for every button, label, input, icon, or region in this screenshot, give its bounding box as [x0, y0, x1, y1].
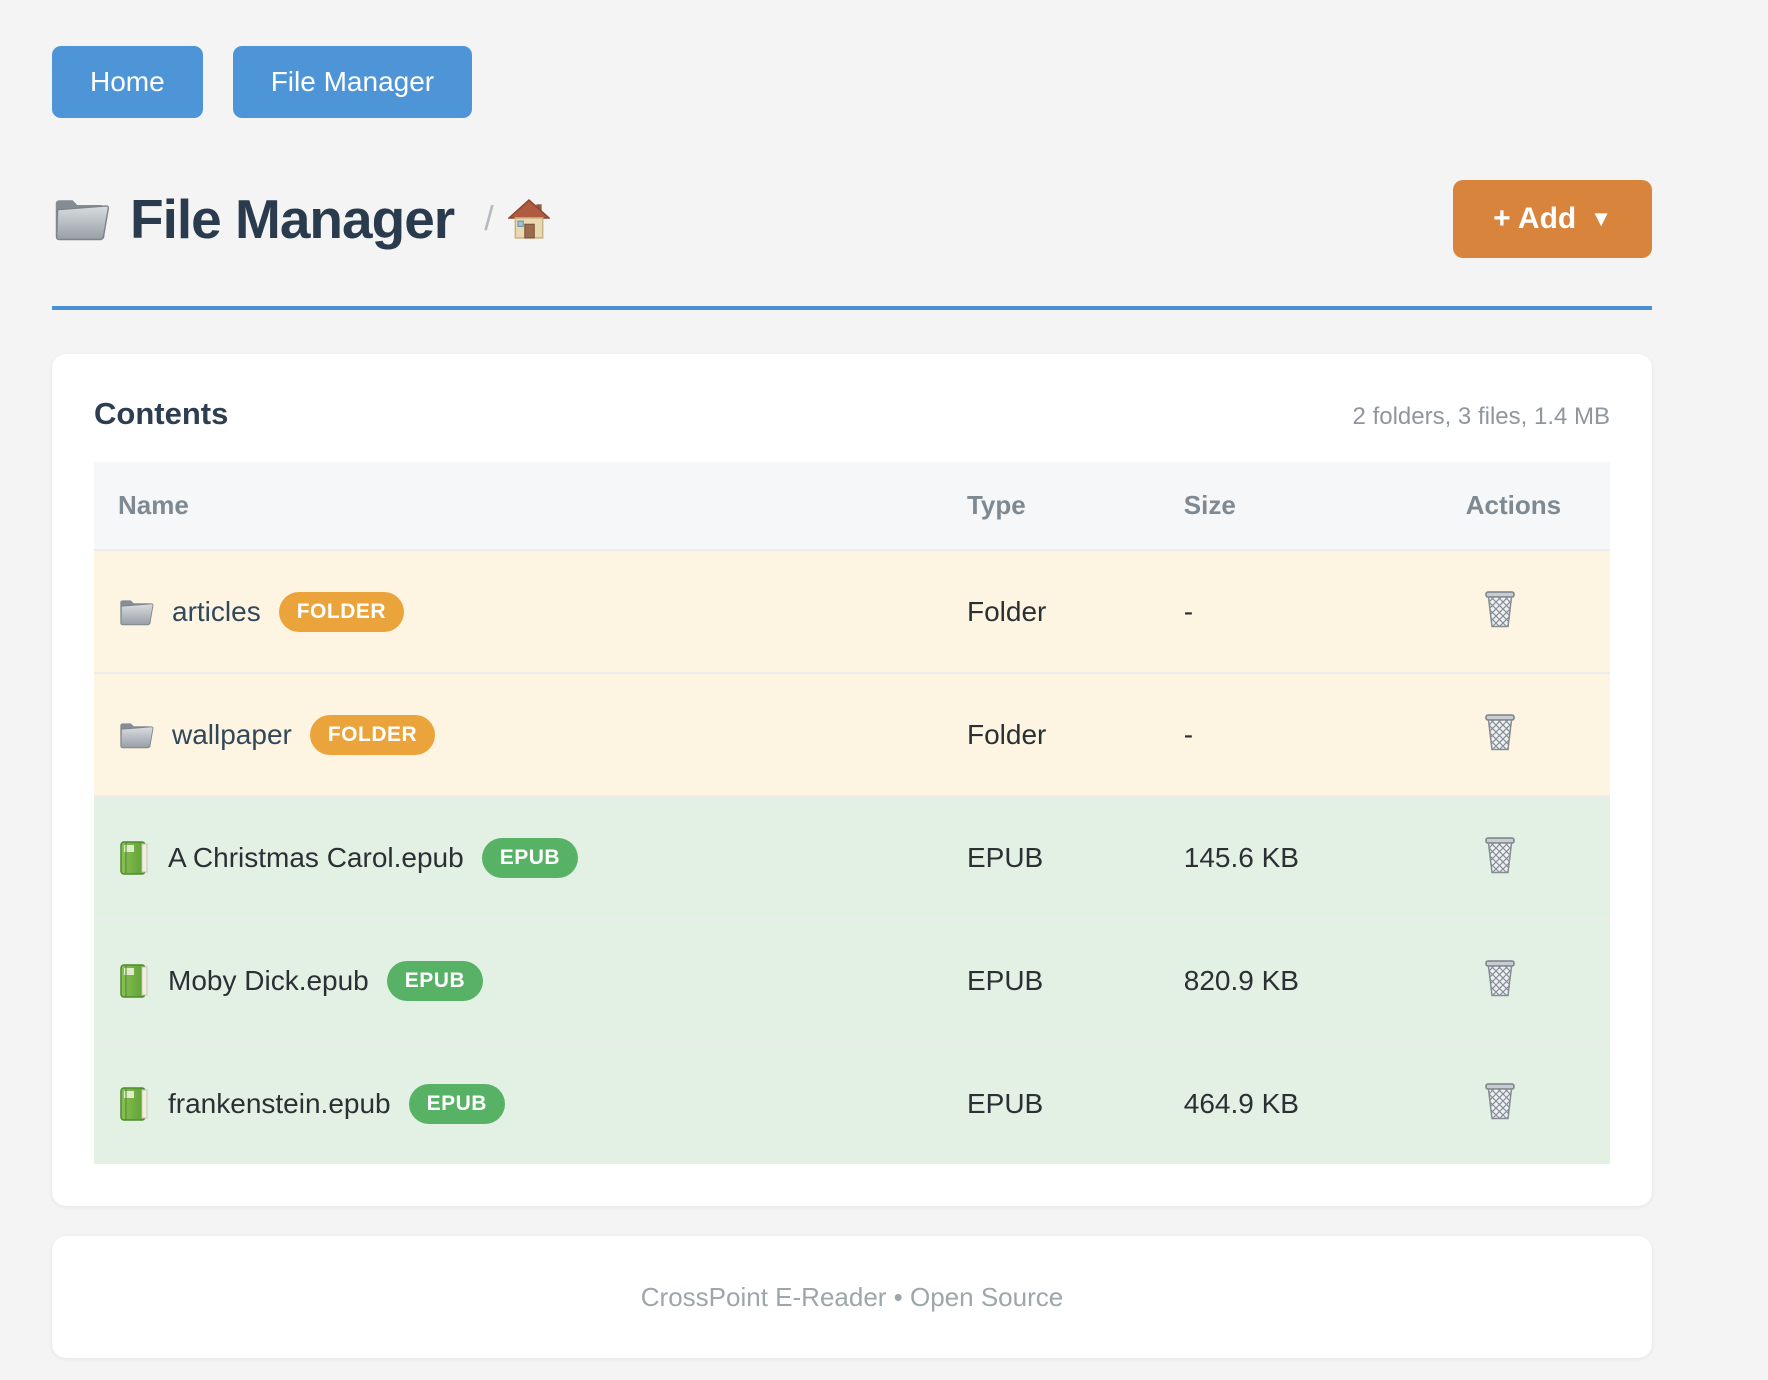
contents-card: Contents 2 folders, 3 files, 1.4 MB Name… — [52, 354, 1652, 1206]
trash-icon — [1484, 591, 1515, 628]
folder-icon — [119, 722, 154, 748]
item-type: EPUB — [942, 918, 1160, 1042]
column-header-actions: Actions — [1441, 462, 1610, 550]
item-name-link[interactable]: wallpaper — [172, 718, 292, 750]
footer: CrossPoint E-Reader • Open Source — [52, 1236, 1652, 1358]
file-table: Name Type Size Actions articles FOLDER — [94, 462, 1610, 1164]
item-name-link[interactable]: A Christmas Carol.epub — [168, 841, 464, 873]
table-row-articles: articles FOLDER Folder - — [94, 549, 1610, 673]
table-row-moby-dick: Moby Dick.epub EPUB EPUB 820.9 KB — [94, 918, 1610, 1042]
page-header: File Manager / + Add ▼ — [52, 180, 1652, 258]
home-button[interactable]: Home — [52, 46, 203, 118]
table-row-wallpaper: wallpaper FOLDER Folder - — [94, 672, 1610, 796]
add-button-label: + Add — [1493, 202, 1577, 235]
table-header-row: Name Type Size Actions — [94, 462, 1610, 550]
item-size: 145.6 KB — [1159, 795, 1442, 919]
contents-card-header: Contents 2 folders, 3 files, 1.4 MB — [94, 396, 1610, 432]
item-name-link[interactable]: Moby Dick.epub — [168, 964, 369, 996]
book-icon — [120, 840, 148, 875]
trash-icon — [1484, 714, 1515, 751]
item-name-link[interactable]: articles — [172, 595, 261, 627]
home-icon[interactable] — [507, 198, 550, 240]
delete-button[interactable] — [1482, 711, 1518, 751]
epub-badge: EPUB — [481, 837, 579, 878]
folder-badge: FOLDER — [278, 591, 405, 632]
item-name-link[interactable]: frankenstein.epub — [168, 1087, 391, 1119]
delete-button[interactable] — [1482, 1080, 1518, 1120]
contents-title: Contents — [94, 396, 229, 431]
page: Home File Manager File Manager / + Add ▼… — [52, 0, 1652, 1358]
folder-icon — [55, 199, 110, 241]
item-size: 464.9 KB — [1159, 1041, 1442, 1164]
delete-button[interactable] — [1482, 957, 1518, 997]
item-size: - — [1159, 672, 1442, 796]
trash-icon — [1484, 960, 1515, 997]
column-header-name: Name — [94, 462, 943, 550]
book-icon — [120, 963, 148, 998]
title-group: File Manager / — [52, 187, 550, 251]
item-type: EPUB — [942, 795, 1160, 919]
epub-badge: EPUB — [386, 960, 484, 1001]
table-row-frankenstein: frankenstein.epub EPUB EPUB 464.9 KB — [94, 1041, 1610, 1164]
contents-summary: 2 folders, 3 files, 1.4 MB — [1352, 403, 1610, 430]
item-size: 820.9 KB — [1159, 918, 1442, 1042]
breadcrumb: / — [484, 198, 550, 240]
header-divider — [52, 306, 1652, 310]
book-icon — [120, 1086, 148, 1121]
top-nav: Home File Manager — [52, 0, 1652, 118]
table-row-christmas-carol: A Christmas Carol.epub EPUB EPUB 145.6 K… — [94, 795, 1610, 919]
trash-icon — [1484, 837, 1515, 874]
breadcrumb-separator: / — [484, 199, 494, 238]
item-type: Folder — [942, 672, 1160, 796]
item-size: - — [1159, 549, 1442, 673]
caret-down-icon: ▼ — [1590, 206, 1612, 231]
item-type: EPUB — [942, 1041, 1160, 1164]
delete-button[interactable] — [1482, 588, 1518, 628]
page-title: File Manager — [130, 188, 455, 250]
column-header-size: Size — [1159, 462, 1442, 550]
folder-icon — [119, 599, 154, 625]
trash-icon — [1484, 1083, 1515, 1120]
file-manager-button[interactable]: File Manager — [232, 46, 473, 118]
folder-badge: FOLDER — [309, 714, 436, 755]
add-button[interactable]: + Add ▼ — [1453, 180, 1652, 258]
column-header-type: Type — [942, 462, 1160, 550]
footer-text: CrossPoint E-Reader • Open Source — [640, 1281, 1064, 1312]
item-type: Folder — [942, 549, 1160, 673]
epub-badge: EPUB — [408, 1083, 505, 1124]
delete-button[interactable] — [1482, 834, 1518, 874]
